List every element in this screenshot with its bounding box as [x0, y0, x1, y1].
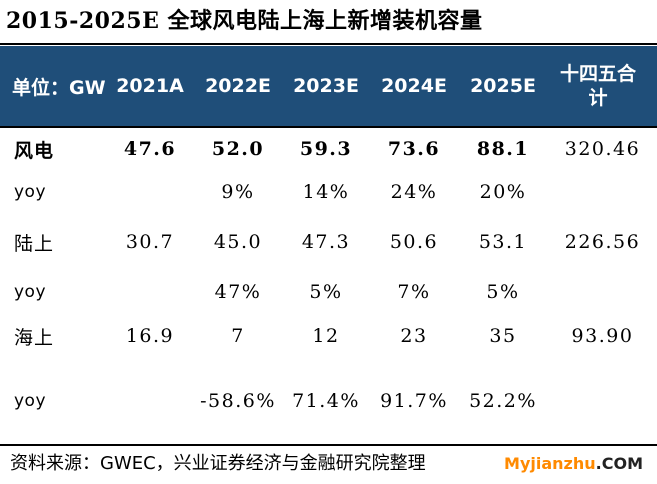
table-cell: 23 — [400, 325, 428, 347]
table-cell: 52.2% — [469, 390, 537, 412]
table-row-wind-power: 风电 47.6 52.0 59.3 73.6 88.1 320.46 — [0, 128, 657, 170]
table-cell: 93.90 — [571, 325, 634, 347]
header-2022e: 2022E — [205, 75, 271, 97]
watermark-main: Myjianzhu — [504, 454, 596, 473]
table-cell: 24% — [390, 181, 438, 203]
row-label: yoy — [14, 282, 47, 302]
header-2024e: 2024E — [381, 75, 447, 97]
table-header: 单位：GW 2021A 2022E 2023E 2024E 2025E 十四五合… — [0, 46, 657, 126]
row-label: yoy — [14, 391, 47, 411]
bottom-rule — [0, 444, 657, 446]
table-cell — [548, 358, 657, 444]
table-title: 2015-2025E 全球风电陆上海上新增装机容量 — [6, 8, 483, 34]
watermark: Myjianzhu.COM — [504, 450, 643, 478]
table-row-onshore-yoy: yoy 47% 5% 7% 5% — [0, 270, 657, 314]
row-label: 海上 — [14, 326, 55, 349]
table-cell: -58.6% — [200, 390, 276, 412]
row-label: 陆上 — [14, 232, 55, 255]
source-note: 资料来源：GWEC，兴业证券经济与金融研究院整理 — [10, 453, 426, 474]
table-cell: 52.0 — [211, 138, 265, 160]
table-cell: 59.3 — [299, 138, 353, 160]
table-cell: 320.46 — [564, 138, 641, 160]
table-cell: 73.6 — [387, 138, 441, 160]
table-cell: 5% — [486, 281, 520, 303]
header-2023e: 2023E — [293, 75, 359, 97]
table-row-offshore: 海上 16.9 7 12 23 35 93.90 — [0, 314, 657, 358]
header-rule — [0, 126, 657, 128]
table-row-offshore-yoy: yoy -58.6% 71.4% 91.7% 52.2% — [0, 358, 657, 444]
table-cell — [548, 170, 657, 214]
table-cell: 7 — [231, 325, 245, 347]
table-row-wind-yoy: yoy 9% 14% 24% 20% — [0, 170, 657, 214]
table-cell: 91.7% — [380, 390, 448, 412]
table-cell — [106, 270, 194, 314]
watermark-suffix: .COM — [595, 454, 643, 473]
table-cell: 226.56 — [564, 231, 641, 253]
table-cell: 47.6 — [123, 138, 177, 160]
header-14th-five-year-total: 十四五合计 — [559, 63, 636, 109]
table-cell: 53.1 — [478, 231, 528, 253]
table-row-onshore: 陆上 30.7 45.0 47.3 50.6 53.1 226.56 — [0, 214, 657, 270]
table-cell: 14% — [302, 181, 350, 203]
header-2025e: 2025E — [470, 75, 536, 97]
table-cell: 45.0 — [213, 231, 263, 253]
table-cell: 5% — [309, 281, 343, 303]
table-cell — [548, 270, 657, 314]
table-cell: 12 — [312, 325, 340, 347]
table-cell: 47.3 — [301, 231, 351, 253]
table-cell: 30.7 — [125, 231, 175, 253]
table-cell: 47% — [214, 281, 262, 303]
table-cell: 88.1 — [476, 138, 530, 160]
table-cell — [106, 358, 194, 444]
table-cell: 50.6 — [389, 231, 439, 253]
table-cell: 71.4% — [292, 390, 360, 412]
table-cell: 16.9 — [125, 325, 175, 347]
table-cell: 35 — [489, 325, 517, 347]
table-cell: 20% — [479, 181, 527, 203]
row-label: yoy — [14, 182, 47, 202]
header-unit: 单位：GW — [12, 76, 106, 99]
top-rule — [0, 43, 657, 45]
table-cell — [106, 170, 194, 214]
row-label: 风电 — [14, 139, 55, 162]
table-cell: 9% — [221, 181, 255, 203]
table-cell: 7% — [397, 281, 431, 303]
header-2021a: 2021A — [116, 75, 184, 97]
